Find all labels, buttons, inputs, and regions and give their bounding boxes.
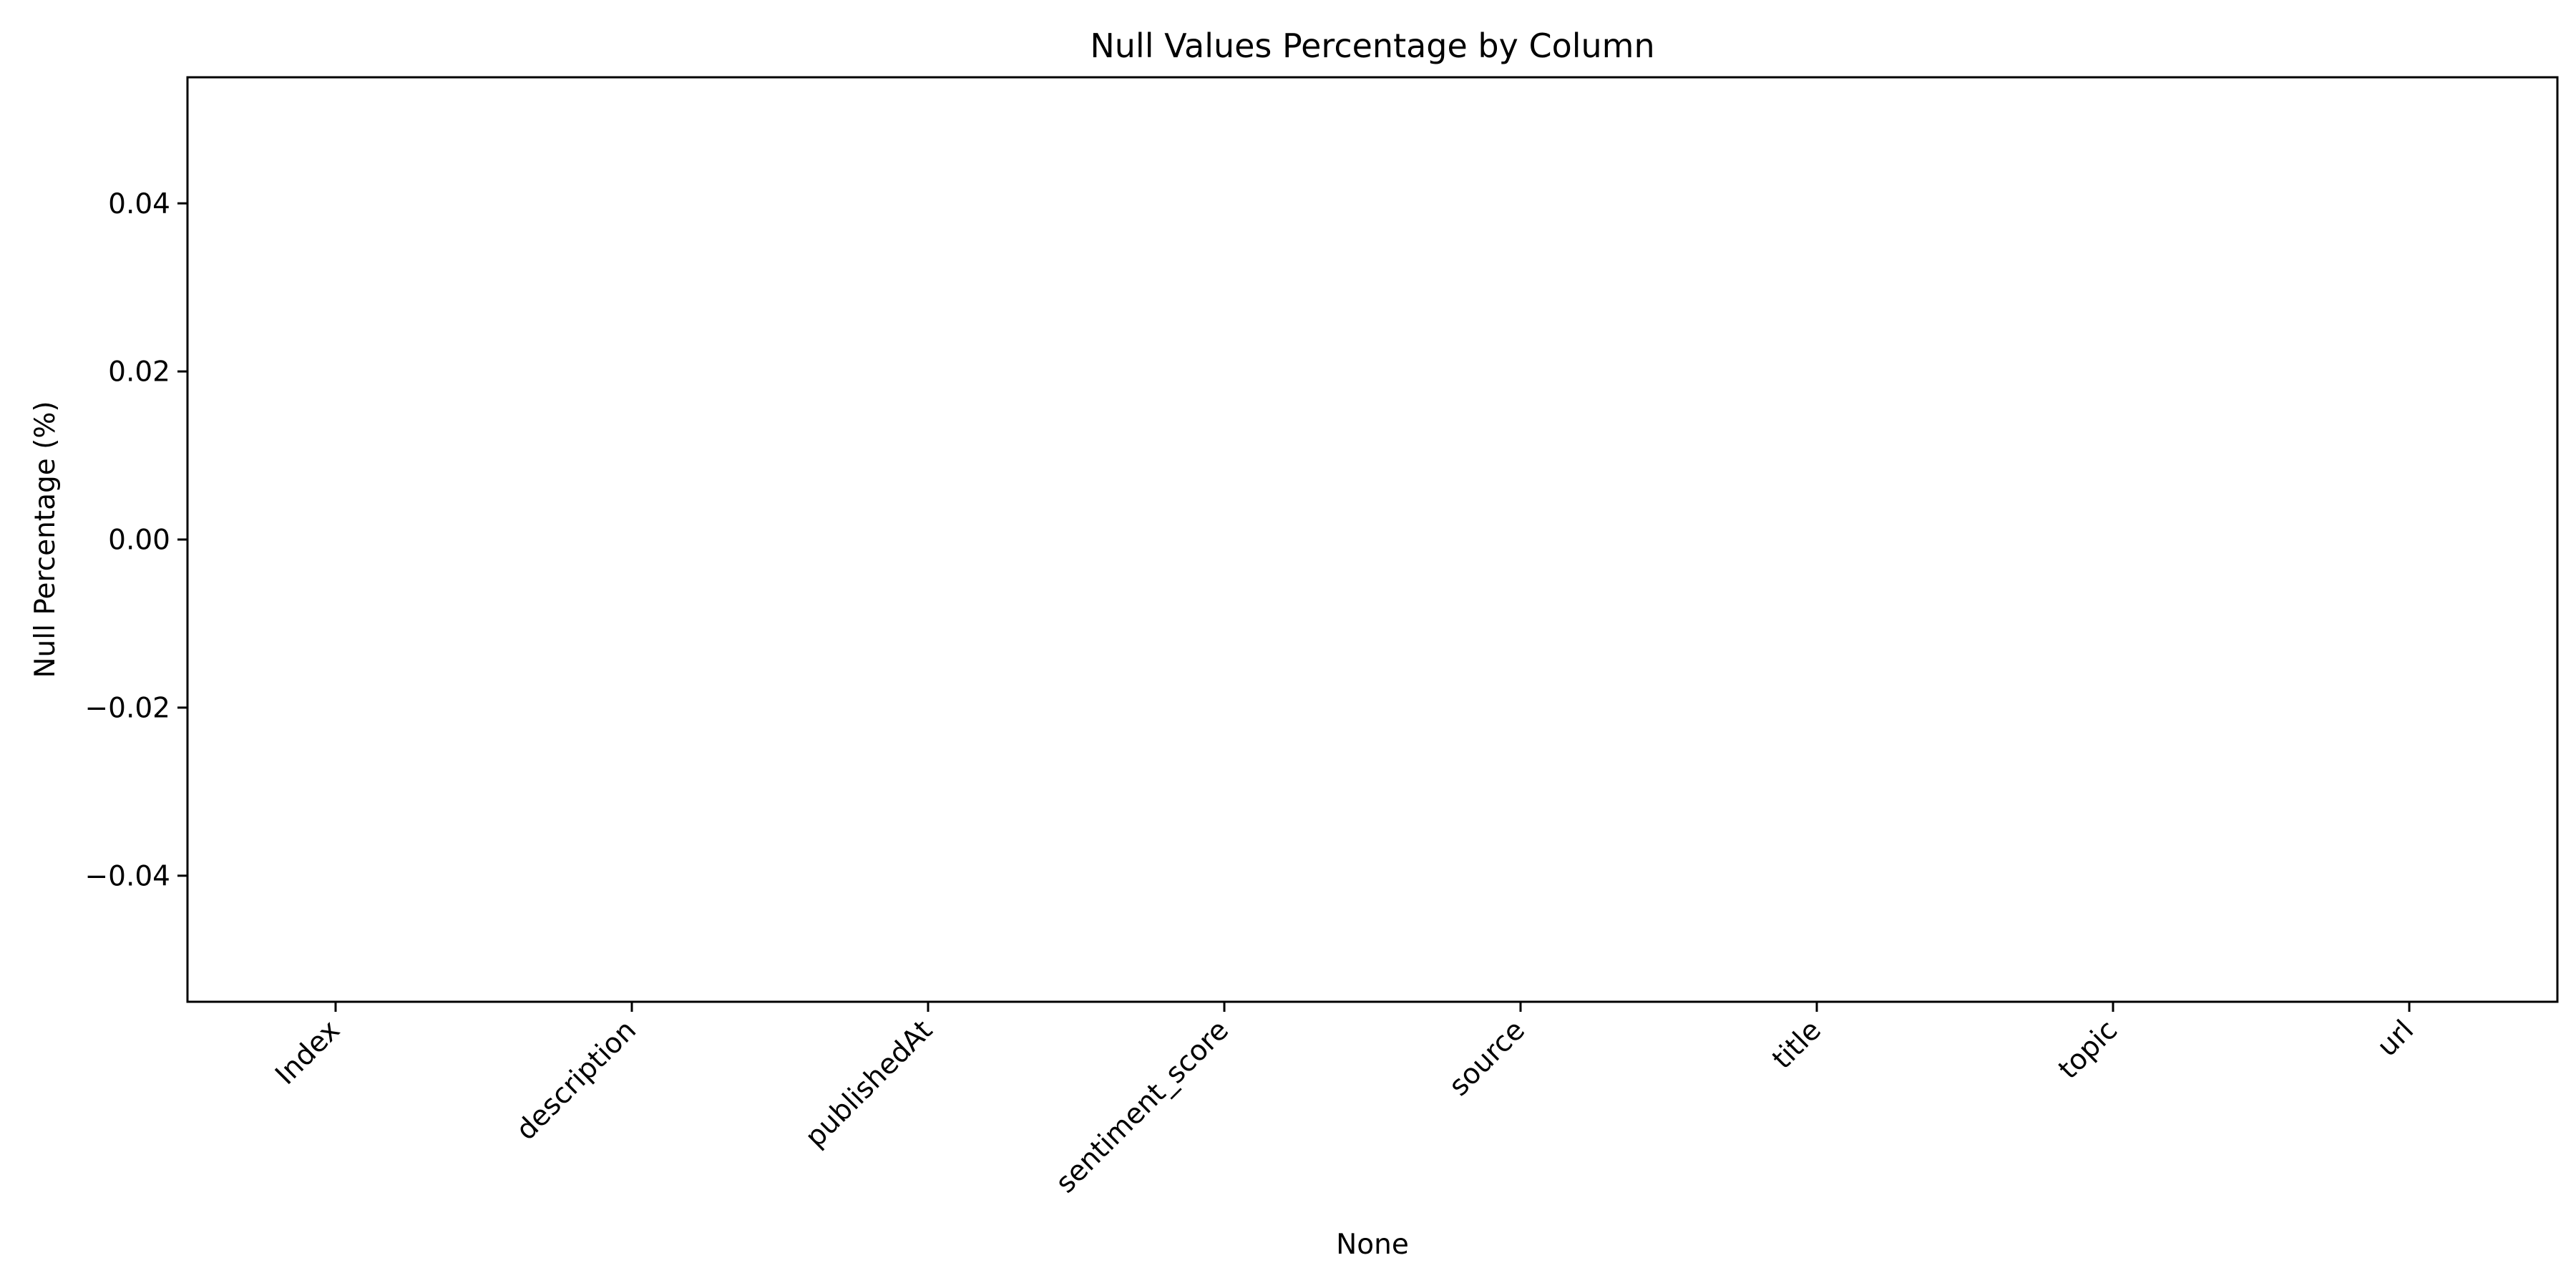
x-axis: Index description publishedAt sentiment_sco…: [269, 1002, 2420, 1199]
y-axis-label: Null Percentage (%): [29, 401, 62, 678]
x-tick-label: topic: [2052, 1014, 2124, 1085]
x-tick-label: title: [1766, 1014, 1828, 1075]
x-tick-label: sentiment_score: [1050, 1014, 1235, 1199]
y-axis: 0.04 0.02 0.00 −0.02 −0.04: [84, 188, 187, 892]
y-tick-label: 0.02: [108, 356, 170, 389]
x-tick-label: description: [510, 1014, 643, 1146]
x-tick-label: Index: [269, 1014, 346, 1091]
x-axis-label: None: [1336, 1229, 1409, 1261]
axes-frame: [186, 76, 2559, 1003]
chart-title: Null Values Percentage by Column: [1090, 26, 1654, 65]
plot-area: [186, 76, 2559, 1003]
x-tick-label: url: [2371, 1014, 2420, 1063]
y-tick-label: 0.00: [108, 525, 170, 557]
x-tick-label: publishedAt: [799, 1014, 939, 1153]
y-tick-label: −0.04: [84, 860, 170, 892]
y-tick-label: −0.02: [84, 693, 170, 725]
x-tick-label: source: [1443, 1014, 1531, 1102]
y-tick-label: 0.04: [108, 188, 170, 220]
